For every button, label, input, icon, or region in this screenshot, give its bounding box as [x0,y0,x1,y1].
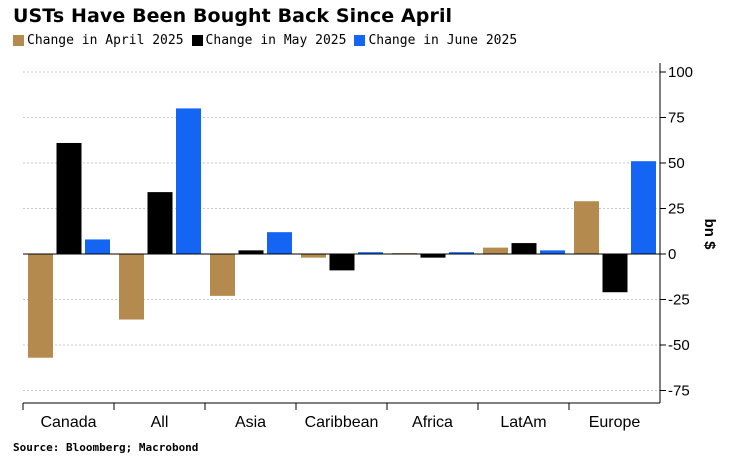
bar-europe-1 [602,254,628,293]
bar-europe-0 [574,201,599,254]
legend-label-april: Change in April 2025 [27,33,184,48]
y-tick-label: 75 [668,110,685,127]
bar-asia-2 [267,232,292,254]
legend: Change in April 2025 Change in May 2025 … [13,33,517,48]
y-tick-label: 0 [668,246,676,263]
bar-asia-0 [210,254,235,296]
legend-swatch-may [191,35,203,46]
bar-all-0 [119,254,144,320]
bar-canada-0 [28,254,53,358]
x-tick-label: Caribbean [305,414,379,431]
source-note: Source: Bloomberg; Macrobond [13,441,199,454]
bar-caribbean-1 [329,254,355,271]
x-tick-label: All [151,414,169,431]
x-tick-label: Europe [589,414,641,431]
bar-caribbean-2 [358,252,383,254]
legend-swatch-april [13,35,24,46]
bar-africa-2 [449,252,474,254]
bar-africa-1 [420,254,446,258]
y-tick-label: 100 [668,64,693,81]
bar-all-2 [176,108,201,255]
y-tick-label: -50 [668,337,690,354]
y-tick-label: 50 [668,155,685,172]
legend-swatch-june [354,35,366,46]
legend-label-may: Change in May 2025 [205,33,347,48]
x-tick-label: Canada [40,414,96,431]
y-tick-label: 25 [668,201,685,218]
x-tick-label: LatAm [500,414,546,431]
x-tick-label: Asia [235,414,266,431]
legend-label-june: Change in June 2025 [368,33,518,48]
bar-canada-1 [56,142,82,254]
legend-item-may: Change in May 2025 [191,33,347,48]
legend-item-april: Change in April 2025 [13,33,184,48]
y-tick-label: -75 [668,383,690,400]
x-tick-label: Africa [412,414,453,431]
bar-asia-1 [238,250,264,254]
bar-europe-2 [631,161,656,254]
bar-latam-1 [511,243,537,254]
bar-canada-2 [85,239,110,254]
bar-latam-0 [483,247,508,254]
bar-all-1 [147,192,173,254]
bar-latam-2 [540,250,565,254]
bar-caribbean-0 [301,254,326,258]
y-axis-title: bn $ [701,219,718,250]
chart-title: USTs Have Been Bought Back Since April [13,5,453,27]
y-tick-label: -25 [668,292,690,309]
legend-item-june: Change in June 2025 [354,33,517,48]
